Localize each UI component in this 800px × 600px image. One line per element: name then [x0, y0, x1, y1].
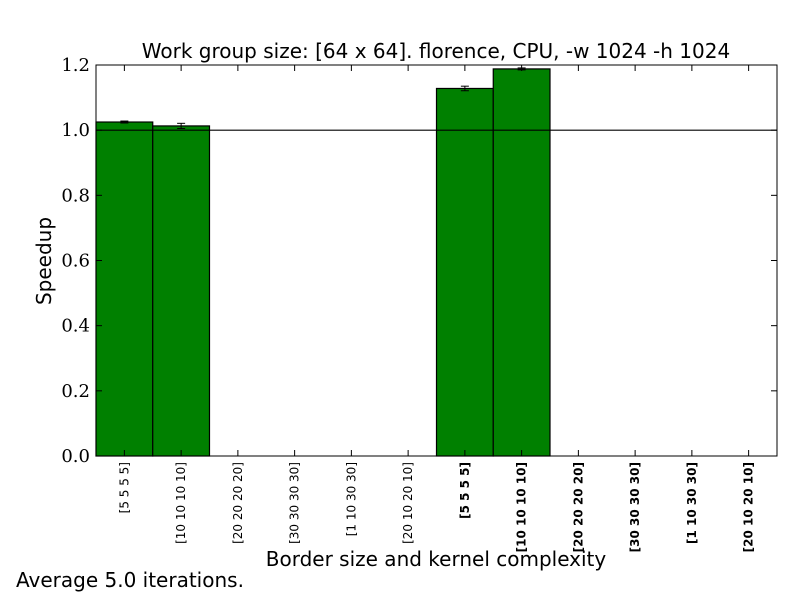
bar	[492, 68, 551, 457]
y-tick-label: 1.0	[61, 120, 90, 141]
y-tick-label: 0.6	[61, 251, 90, 272]
y-tick-label: 1.2	[61, 55, 90, 76]
x-tick-label: [20 20 20 20]	[231, 462, 245, 544]
y-tick-label: 0.4	[61, 316, 90, 337]
x-axis-label: Border size and kernel complexity	[266, 547, 607, 571]
x-tick-label: [20 20 20 20]	[571, 462, 585, 552]
x-tick-label: [30 30 30 30]	[288, 462, 302, 544]
x-tick-label: [1 10 30 30]	[685, 462, 699, 544]
x-tick-label: [1 10 30 30]	[344, 462, 358, 536]
x-tick-label: [20 10 20 10]	[401, 462, 415, 544]
x-tick-label: [20 10 20 10]	[742, 462, 756, 552]
x-tick-label: [10 10 10 10]	[515, 462, 529, 552]
y-axis-label: Speedup	[32, 217, 56, 305]
y-tick-label: 0.2	[61, 381, 90, 402]
bar	[152, 125, 211, 457]
x-tick-label: [5 5 5 5]	[458, 462, 472, 519]
bar	[435, 87, 494, 457]
x-tick-label: [5 5 5 5]	[117, 462, 131, 513]
bar	[95, 121, 154, 457]
y-tick-label: 0.8	[61, 185, 90, 206]
x-tick-label: [10 10 10 10]	[174, 462, 188, 544]
chart-title: Work group size: [64 x 64]. florence, CP…	[142, 39, 730, 63]
x-tick-label: [30 30 30 30]	[628, 462, 642, 552]
iterations-footnote: Average 5.0 iterations.	[16, 568, 244, 592]
y-tick-label: 0.0	[61, 446, 90, 467]
